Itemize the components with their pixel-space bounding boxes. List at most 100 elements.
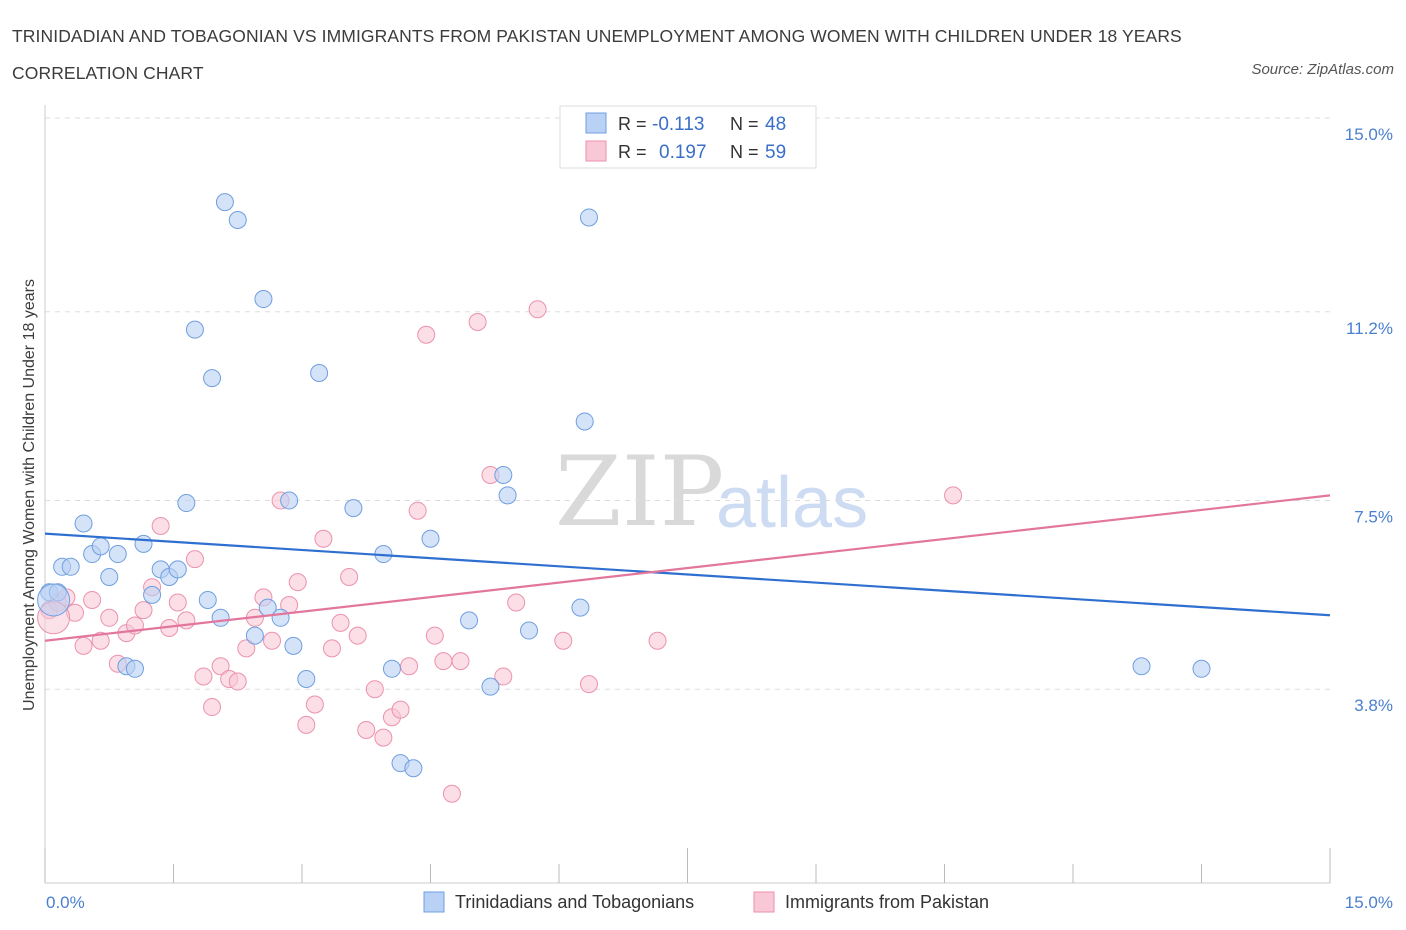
point-series2-7 <box>100 608 119 627</box>
point-series2-29 <box>288 573 307 592</box>
legend-n-label-2: N = <box>730 142 759 162</box>
trend-lines <box>44 494 1331 642</box>
point-series2-55 <box>579 675 598 694</box>
legend-r-value-2: 0.197 <box>659 142 707 163</box>
chart-title: TRINIDADIAN AND TOBAGONIAN VS IMMIGRANTS… <box>12 26 1182 83</box>
point-series2-41 <box>391 700 410 719</box>
point-series2-38 <box>365 680 384 699</box>
point-series1-27 <box>280 491 299 510</box>
bottom-legend: Trinidadians and Tobagonians Immigrants … <box>423 891 989 913</box>
point-series1-28 <box>284 636 303 655</box>
y-tick-label-2: 11.2% <box>1346 319 1393 338</box>
point-series1-37 <box>460 611 479 630</box>
x-tick-label-0: 0.0% <box>46 893 85 912</box>
point-series1-44 <box>579 208 598 227</box>
point-series2-31 <box>305 695 324 714</box>
point-series1-22 <box>228 211 247 229</box>
bottom-legend-label-series2: Immigrants from Pakistan <box>785 892 989 912</box>
point-series1-29 <box>297 670 316 688</box>
point-series2-42 <box>400 657 419 676</box>
point-series2-53 <box>528 300 547 319</box>
point-series2-51 <box>494 667 513 686</box>
point-series2-57 <box>944 486 963 505</box>
top-legend: R = -0.113 N = 48 R = 0.197 N = 59 <box>559 105 817 169</box>
point-series2-5 <box>83 590 102 609</box>
y-tick-label-0: 3.8% <box>1354 696 1393 715</box>
point-series2-52 <box>507 593 526 612</box>
trend-line-series1 <box>44 532 1331 617</box>
point-series2-4 <box>74 636 93 655</box>
point-series1-11 <box>134 534 153 553</box>
x-tick-label-1: 15.0% <box>1345 893 1393 912</box>
legend-n-value-1: 48 <box>765 114 786 135</box>
point-series2-11 <box>134 601 153 620</box>
point-series2-13 <box>151 517 170 535</box>
point-series1-24 <box>254 290 273 309</box>
legend-swatch-series2 <box>585 140 607 162</box>
point-series1-21 <box>215 193 234 212</box>
point-series1-41 <box>520 621 539 640</box>
point-series2-44 <box>417 325 436 344</box>
point-series2-47 <box>442 784 461 803</box>
bottom-legend-swatch-series2 <box>753 891 775 913</box>
point-series2-46 <box>434 652 453 671</box>
point-series1-45 <box>1132 657 1151 676</box>
point-series1-12 <box>143 585 162 604</box>
point-series1-46 <box>1192 659 1211 678</box>
point-series2-37 <box>357 721 376 739</box>
point-series1-43 <box>575 412 594 431</box>
source-label: Source: ZipAtlas.com <box>1251 61 1394 78</box>
point-series2-30 <box>297 715 316 734</box>
point-series2-32 <box>314 529 333 548</box>
legend-swatch-series1 <box>585 112 607 134</box>
legend-r-label-1: R = <box>618 114 647 134</box>
point-series1-15 <box>168 560 187 579</box>
legend-n-label-1: N = <box>730 114 759 134</box>
point-series1-23 <box>245 626 264 645</box>
point-series1-19 <box>203 369 222 388</box>
point-series2-18 <box>194 667 213 686</box>
point-series2-33 <box>322 639 341 658</box>
point-series1-16 <box>177 494 196 513</box>
axes <box>44 105 1331 884</box>
point-series1-38 <box>481 677 500 696</box>
point-series1-26 <box>271 608 290 627</box>
point-series1-40 <box>498 486 517 505</box>
point-series2-49 <box>468 313 487 331</box>
point-series2-56 <box>648 631 667 650</box>
point-series2-26 <box>263 631 282 650</box>
legend-r-label-2: R = <box>618 142 647 162</box>
bottom-legend-swatch-series1 <box>423 891 445 913</box>
point-series1-6 <box>91 537 110 556</box>
legend-r-value-1: -0.113 <box>652 114 704 135</box>
point-series2-6 <box>91 631 110 650</box>
point-series1-3 <box>61 557 80 576</box>
series-trinidadians-and-tobagonians <box>37 193 1211 778</box>
point-series2-54 <box>554 631 573 650</box>
series-immigrants-from-pakistan <box>37 300 963 803</box>
y-tick-label-1: 7.5% <box>1354 508 1393 527</box>
legend-n-value-2: 59 <box>765 142 786 163</box>
watermark-zip: ZIP <box>555 436 724 548</box>
point-series1-20 <box>211 608 230 627</box>
trend-line-series2 <box>44 494 1331 642</box>
point-series1-39 <box>494 466 513 484</box>
point-series2-34 <box>331 613 350 632</box>
point-series1-33 <box>382 659 401 678</box>
point-series2-19 <box>203 698 222 717</box>
watermark-atlas: atlas <box>716 463 868 543</box>
point-series1-4 <box>74 514 93 533</box>
point-series1-35 <box>404 759 423 778</box>
tick-labels: 3.8% 7.5% 11.2% 15.0% 0.0% 15.0% <box>46 125 1393 912</box>
point-series1-30 <box>310 364 329 382</box>
point-series2-35 <box>340 568 359 586</box>
point-series1-17 <box>185 320 204 339</box>
y-axis-label: Unemployment Among Women with Children U… <box>21 279 38 711</box>
point-series1-8 <box>108 545 127 564</box>
point-series1-10 <box>125 659 144 678</box>
point-series1-31 <box>344 499 363 518</box>
bottom-legend-label-series1: Trinidadians and Tobagonians <box>455 892 694 912</box>
point-series1-36 <box>421 529 440 548</box>
point-series2-43 <box>408 501 427 520</box>
